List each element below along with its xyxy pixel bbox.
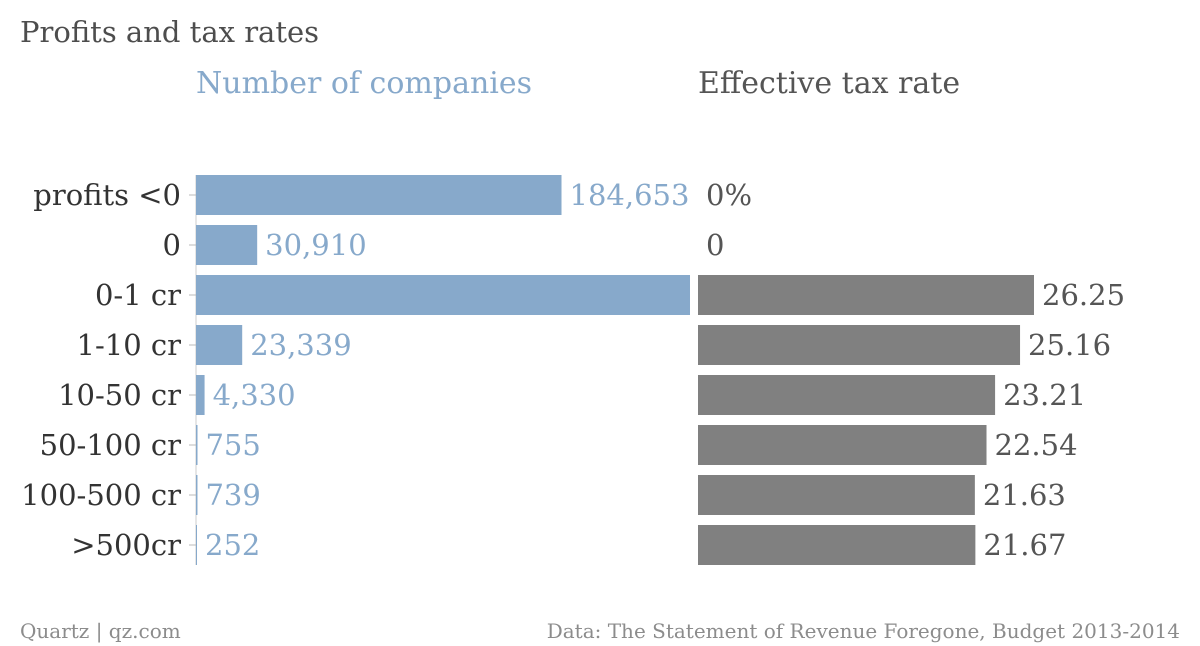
companies-value-label: 23,339 [250,328,351,362]
tax-value-label: 25.16 [1028,328,1111,362]
tax-bar [698,275,1034,315]
category-label: 10-50 cr [58,378,181,412]
companies-bar [196,525,197,565]
companies-value-label: 184,653 [570,178,690,212]
tax-bar [698,475,975,515]
tax-panel-title: Effective tax rate [698,66,960,101]
tax-value-label: 23.21 [1003,378,1086,412]
chart-title: Profits and tax rates [20,15,319,49]
tax-bar [698,325,1021,365]
tax-value-label: 26.25 [1042,278,1125,312]
category-axis: profits <0 0 0-1 cr 1-10 cr 10-50 cr 50-100 c… [21,175,197,565]
tax-value-label: 21.63 [983,478,1066,512]
companies-value-label: 739 [205,478,260,512]
companies-bar [196,375,205,415]
category-label: profits <0 [33,178,181,212]
category-label: 0 [163,228,181,262]
companies-value-label: 30,910 [265,228,366,262]
companies-bar [196,425,198,465]
tax-bar [698,425,987,465]
companies-bar [196,325,243,365]
companies-bar [196,225,258,265]
companies-bar [196,275,690,315]
tax-bar [698,375,996,415]
companies-panel-title: Number of companies [196,66,532,101]
companies-bar [196,475,198,515]
companies-value-label: 755 [205,428,260,462]
tax-value-label: 21.67 [983,528,1066,562]
tax-bar [698,525,976,565]
category-label: 100-500 cr [21,478,181,512]
category-label: 50-100 cr [40,428,182,462]
companies-value-label: 4,330 [213,378,296,412]
category-label: 0-1 cr [95,278,181,312]
tax-value-label: 0% [706,178,752,212]
tax-value-label: 22.54 [995,428,1078,462]
category-label: 1-10 cr [77,328,182,362]
tax-value-label: 0 [706,228,724,262]
companies-value-label: 252 [205,528,260,562]
category-label: >500cr [71,528,181,562]
footer-source-right: Data: The Statement of Revenue Foregone,… [547,619,1180,643]
footer-source-left: Quartz | qz.com [20,619,181,644]
companies-bar [196,175,562,215]
tax-bars: 0% 0 26.25 25.16 23.21 22.54 21.63 21.67 [698,178,1125,565]
